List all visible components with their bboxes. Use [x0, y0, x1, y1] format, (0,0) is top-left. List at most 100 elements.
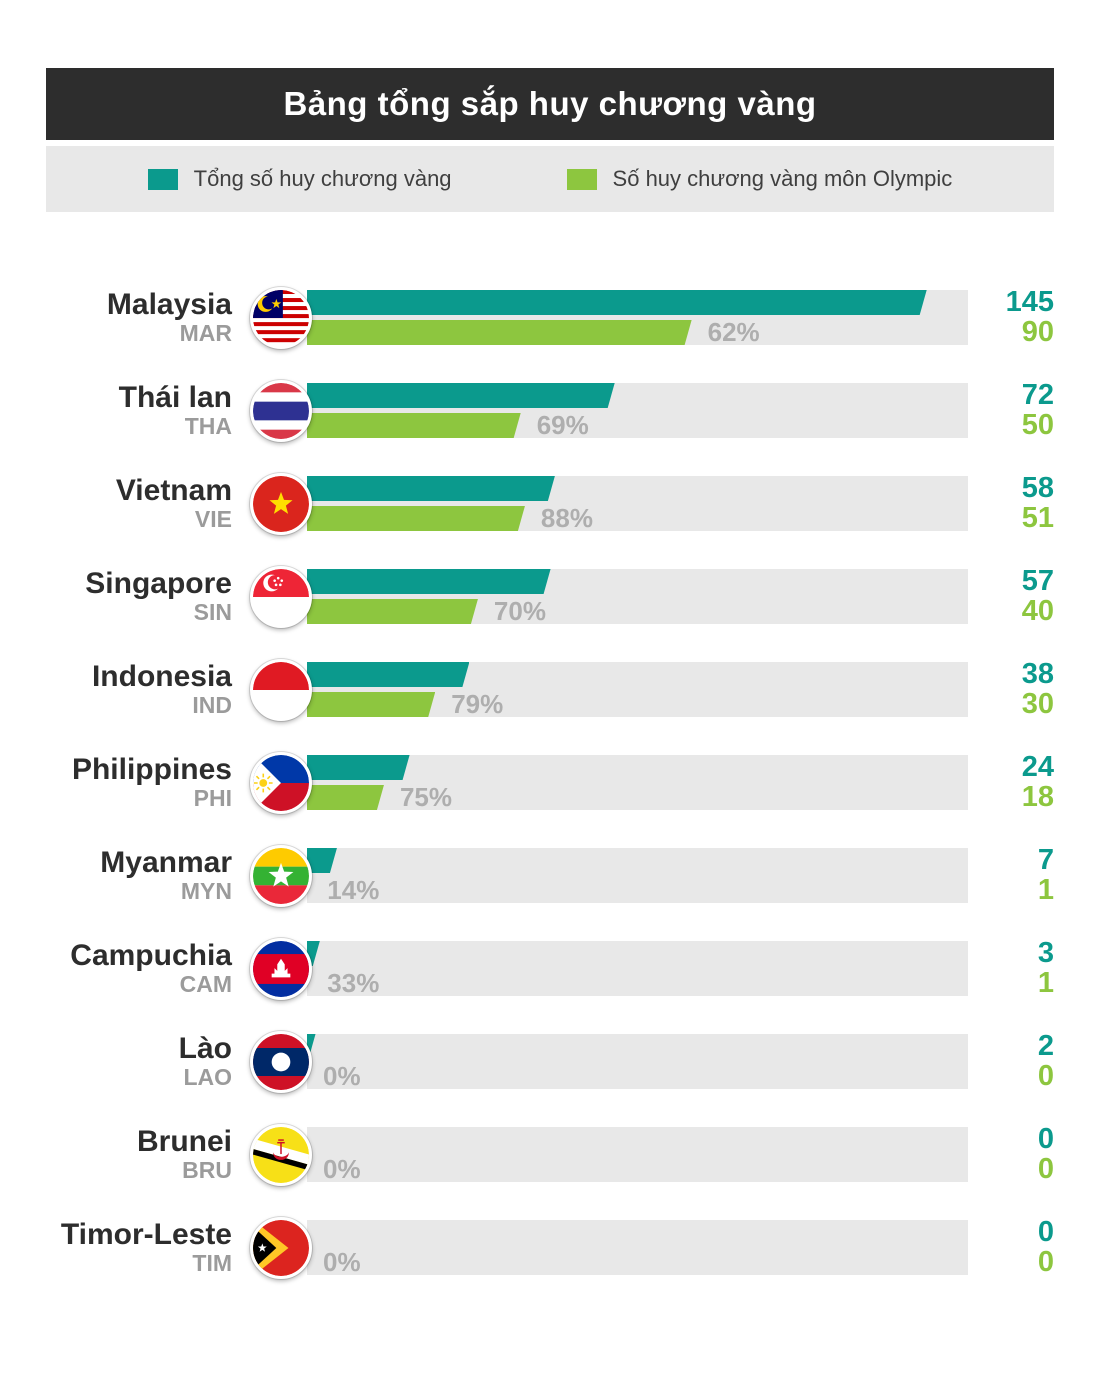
flag-malaysia-icon [250, 286, 312, 349]
percent-label: 33% [327, 968, 380, 998]
olympic-bar-line: 62% [307, 317, 968, 347]
percent-label: 88% [540, 503, 593, 533]
country-label: Myanmar MYN [46, 846, 232, 905]
total-value: 38 [1021, 658, 1054, 690]
country-row: Campuchia CAM 33% 3 1 [46, 937, 1054, 1000]
value-column: 72 50 [974, 379, 1054, 441]
total-value: 2 [1037, 1030, 1054, 1062]
country-code: MAR [179, 320, 232, 347]
country-code: PHI [193, 785, 232, 812]
legend: Tổng số huy chương vàng Số huy chương và… [46, 146, 1054, 212]
percent-label: 70% [493, 596, 546, 626]
flag-philippines-icon [250, 751, 312, 814]
value-column: 57 40 [974, 565, 1054, 626]
bar-track: 0% [307, 1127, 968, 1184]
legend-label-total: Tổng số huy chương vàng [193, 166, 452, 191]
bar-track: 69% [307, 383, 968, 440]
total-bar [307, 290, 927, 315]
total-bar-line [307, 569, 968, 594]
country-label: Brunei BRU [46, 1125, 232, 1184]
olympic-bar [307, 413, 521, 438]
legend-item-total: Tổng số huy chương vàng [147, 166, 452, 192]
olympic-bar [307, 692, 435, 717]
total-value: 57 [1021, 565, 1054, 597]
percent-label: 0% [323, 1154, 361, 1184]
chart-title-bar: Bảng tổng sắp huy chương vàng [46, 68, 1054, 140]
percent-label: 62% [707, 317, 760, 347]
total-bar-line [307, 383, 968, 408]
country-row: Myanmar MYN 14% 7 1 [46, 844, 1054, 907]
country-code: VIE [194, 506, 232, 533]
country-code: MYN [180, 878, 232, 905]
country-row: Lào LAO 0% 2 0 [46, 1030, 1054, 1093]
country-row: Singapore SIN 70% 57 40 [46, 565, 1054, 628]
country-name: Singapore [85, 566, 232, 600]
bar-track: 0% [307, 1034, 968, 1091]
total-bar-line [307, 755, 968, 780]
country-name: Lào [178, 1031, 232, 1065]
value-column: 24 18 [974, 751, 1054, 813]
flag-brunei-icon [250, 1123, 312, 1186]
value-column: 38 30 [974, 658, 1054, 719]
percent-label: 0% [323, 1247, 361, 1277]
flag-laos-icon [250, 1030, 312, 1093]
country-code: SIN [193, 599, 232, 626]
olympic-value: 0 [1037, 1246, 1054, 1278]
olympic-bar [307, 785, 384, 810]
olympic-value: 50 [1021, 409, 1054, 441]
country-name: Campuchia [70, 938, 232, 972]
olympic-bar [307, 506, 525, 531]
bar-track: 14% [307, 848, 968, 905]
total-bar-line [307, 1127, 968, 1152]
total-value: 3 [1037, 937, 1054, 969]
country-row: Vietnam VIE 88% 58 51 [46, 472, 1054, 535]
olympic-value: 0 [1037, 1153, 1054, 1185]
olympic-bar-line: 79% [307, 689, 968, 719]
legend-item-olympic: Số huy chương vàng môn Olympic [566, 166, 953, 192]
country-row: Thái lan THA 69% 72 50 [46, 379, 1054, 442]
olympic-value: 18 [1021, 781, 1054, 813]
flag-myanmar-icon [250, 844, 312, 907]
bar-track: 70% [307, 569, 968, 626]
country-name: Thái lan [118, 380, 232, 414]
country-row: Malaysia MAR 62% 145 90 [46, 286, 1054, 349]
country-label: Lào LAO [46, 1032, 232, 1091]
olympic-bar-line: 88% [307, 503, 968, 533]
total-bar-line [307, 848, 968, 873]
country-label: Singapore SIN [46, 567, 232, 626]
percent-label: 0% [323, 1061, 361, 1091]
country-name: Malaysia [106, 287, 232, 321]
total-value: 0 [1037, 1216, 1054, 1248]
olympic-bar-line: 14% [307, 875, 968, 905]
bar-track: 0% [307, 1220, 968, 1277]
olympic-bar [307, 320, 692, 345]
total-bar [307, 755, 410, 780]
country-name: Timor-Leste [60, 1217, 232, 1251]
bar-track: 62% [307, 290, 968, 347]
country-code: LAO [183, 1064, 232, 1091]
olympic-bar [307, 599, 478, 624]
total-value: 24 [1021, 751, 1054, 783]
country-label: Thái lan THA [46, 381, 232, 440]
country-code: IND [192, 692, 232, 719]
total-value: 72 [1021, 379, 1054, 411]
flag-indonesia-icon [250, 658, 312, 721]
country-code: BRU [182, 1157, 232, 1184]
olympic-value: 51 [1021, 502, 1054, 534]
country-name: Philippines [71, 752, 232, 786]
flag-cambodia-icon [250, 937, 312, 1000]
total-bar [307, 848, 337, 873]
country-row: Philippines PHI 75% 24 18 [46, 751, 1054, 814]
olympic-bar-line: 69% [307, 410, 968, 440]
medal-rows: Malaysia MAR 62% 145 90 Thái lan THA 69% 72 50 Vie… [46, 286, 1054, 1279]
total-bar [307, 1034, 316, 1059]
country-name: Brunei [136, 1124, 232, 1158]
value-column: 145 90 [974, 288, 1054, 348]
olympic-value: 90 [1021, 316, 1054, 348]
bar-track: 33% [307, 941, 968, 998]
total-bar-line [307, 476, 968, 501]
infographic: Bảng tổng sắp huy chương vàng Tổng số hu… [46, 68, 1054, 1279]
percent-label: 14% [327, 875, 380, 905]
legend-label-olympic: Số huy chương vàng môn Olympic [612, 166, 953, 191]
